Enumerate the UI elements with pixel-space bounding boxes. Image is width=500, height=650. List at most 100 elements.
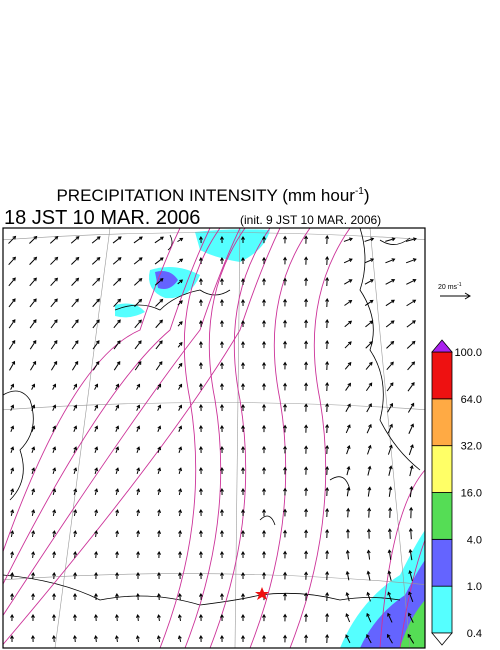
wind-arrow [115,405,119,411]
title-text: PRECIPITATION INTENSITY (mm hour [56,186,355,205]
wind-arrow-head [178,446,183,451]
wind-arrow [178,635,182,643]
wind-arrow [50,298,58,308]
wind-arrow [406,299,416,307]
wind-arrow [136,384,140,390]
wind-arrow-head [138,319,142,324]
wind-arrow [158,593,160,601]
wind-arrow-head [346,507,351,512]
wind-arrow-head [368,382,373,387]
wind-arrow-head [220,383,224,387]
wind-arrow-head [179,237,184,242]
wind-arrow [136,405,140,411]
wind-arrow-head [96,236,101,240]
wind-arrow-head [117,340,121,345]
title: PRECIPITATION INTENSITY (mm hour-1) [56,186,369,205]
wind-arrow-head [283,487,287,492]
wind-arrow [8,340,16,350]
wind-arrow [388,550,392,560]
wind-arrow [92,278,100,286]
wind-arrow [74,530,76,538]
wind-arrow-head [157,509,162,514]
wind-arrow-head [135,614,140,618]
colorbar-over [431,339,453,353]
wind-arrow-head [96,319,100,324]
wind-arrow-head [411,340,416,345]
wind-field [8,235,417,644]
wind-arrow-head [346,445,351,449]
wind-arrow-head [391,258,396,262]
wind-arrow-head [407,612,412,617]
colorbar-label: 32.0 [461,441,482,453]
wind-arrow-head [94,593,98,597]
wind-arrow [32,572,34,580]
wind-arrow-head [31,593,36,597]
wind-arrow [113,361,121,371]
wind-arrow-head [157,383,162,388]
wind-arrow-head [412,299,417,304]
wind-arrow-head [262,277,266,282]
wind-arrow-head [31,488,36,493]
wind-arrow-head [10,614,14,618]
wind-arrow-head [262,571,266,576]
wind-arrow-head [325,571,330,575]
wind-arrow-head [52,446,57,451]
wind-arrow [408,444,414,456]
colorbar-label: 1.0 [467,581,482,593]
colorbar-label: 4.0 [467,534,482,546]
wind-arrow [74,551,76,559]
wind-arrow-head [390,320,395,324]
wind-arrow [70,236,80,244]
wind-arrow-head [346,465,351,470]
wind-arrow [409,570,413,582]
wind-arrow [73,467,77,475]
wind-arrow-head [366,549,371,554]
wind-arrow [367,487,371,497]
wind-arrow [345,613,351,623]
wind-arrow-head [370,279,374,283]
wind-arrow [113,340,121,350]
wind-arrow [364,300,374,306]
wind-arrow-head [283,634,287,639]
wind-arrow-head [10,509,15,514]
wind-arrow-head [73,383,78,388]
wind-arrow [92,340,100,350]
wind-arrow [364,279,374,285]
wind-arrow-head [220,425,224,429]
wind-arrow-head [52,509,57,514]
wind-arrow-head [220,488,224,492]
wind-arrow-head [31,614,35,618]
wind-arrow-head [349,237,353,242]
wind-arrow [407,403,415,413]
wind-arrow-head [138,298,143,303]
wind-arrow [388,571,392,581]
wind-arrow [177,342,183,348]
wind-arrow [29,257,37,265]
wind-arrow [8,277,16,287]
wind-arrow-head [31,446,36,451]
wind-arrow-head [96,256,101,261]
wind-arrow-head [262,235,266,240]
wind-arrow-head [12,277,16,282]
wind-arrow [407,361,415,371]
wind-arrow [30,361,36,371]
wind-arrow-head [304,403,309,408]
wind-arrow [71,319,79,329]
colorbar-label: 100.0 [454,347,482,359]
wind-arrow-head [241,278,245,282]
colorbar: 0.4 1.0 4.0 16.0 32.0 64.0 100.0 [431,339,482,646]
wind-arrow-head [177,593,182,597]
wind-arrow [388,466,392,476]
wind-arrow [113,278,121,286]
wind-arrow [157,488,161,496]
wind-arrow-head [410,402,415,407]
wind-arrow [29,277,37,287]
wind-arrow-head [73,425,78,430]
wind-arrow-head [241,257,245,261]
wind-arrow-head [325,235,330,239]
wind-arrow-head [387,591,392,596]
wind-arrow-head [325,319,330,323]
wind-arrow-head [387,549,392,554]
wind-arrow-head [10,467,15,472]
wind-arrow [155,299,163,307]
